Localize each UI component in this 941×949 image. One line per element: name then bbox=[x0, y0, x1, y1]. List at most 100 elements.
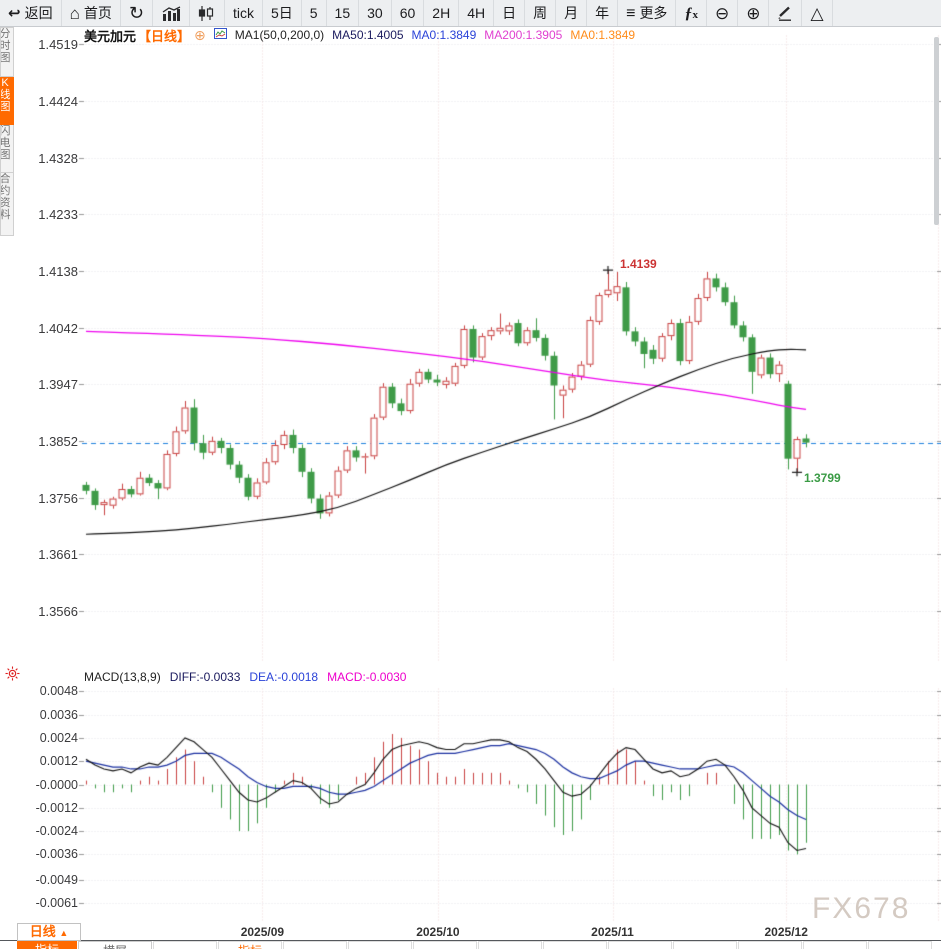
home-button[interactable]: ⌂ 首页 bbox=[62, 0, 121, 26]
zoom-in-button[interactable]: ⊕ bbox=[738, 0, 770, 26]
shapes-button[interactable]: △ bbox=[802, 0, 833, 26]
candlestick-chart-button[interactable] bbox=[190, 0, 225, 26]
indicator-fx-button[interactable]: ƒx bbox=[676, 0, 707, 26]
symbol-name: 美元加元 bbox=[84, 28, 137, 44]
interval-30m-button[interactable]: 30 bbox=[359, 0, 392, 26]
macd-axis-label: 0.0036 bbox=[39, 707, 78, 722]
bottom-tab-12[interactable] bbox=[738, 941, 802, 949]
price-axis-label: 1.3661 bbox=[38, 547, 78, 563]
interval-week-button[interactable]: 周 bbox=[525, 0, 557, 26]
interval-week-button-label: 周 bbox=[533, 5, 548, 21]
macd-header: MACD(13,8,9) DIFF:-0.0033 DEA:-0.0018 MA… bbox=[84, 669, 406, 684]
macd-axis-label: -0.0049 bbox=[35, 872, 78, 887]
interval-15m-button-label: 15 bbox=[334, 5, 351, 21]
more-button[interactable]: ≡ 更多 bbox=[618, 0, 677, 26]
time-axis-label: 2025/09 bbox=[240, 925, 285, 939]
home-button-label: 首页 bbox=[83, 5, 112, 21]
bottom-tab-6[interactable] bbox=[348, 941, 412, 949]
macd-axis-label: -0.0024 bbox=[35, 824, 78, 839]
price-axis-label: 1.3756 bbox=[38, 490, 78, 506]
bottom-tab-5[interactable] bbox=[283, 941, 347, 949]
sidebar-tab-2[interactable]: K线图 bbox=[0, 77, 14, 125]
bottom-tab-8[interactable] bbox=[478, 941, 542, 949]
indicator-settings-icon[interactable] bbox=[5, 666, 20, 686]
price-axis-label: 1.4424 bbox=[38, 93, 78, 109]
zoom-in-icon: ⊕ bbox=[746, 3, 761, 23]
back-button[interactable]: ↩ 返回 bbox=[0, 0, 62, 26]
interval-2h-button-label: 2H bbox=[432, 5, 451, 21]
bottom-tab-11[interactable] bbox=[673, 941, 737, 949]
bottom-tab-10[interactable] bbox=[608, 941, 672, 949]
sidebar-tab-label: 合约资料 bbox=[0, 173, 11, 221]
home-icon: ⌂ bbox=[69, 3, 80, 23]
draw-button[interactable] bbox=[769, 0, 803, 26]
period-selector[interactable]: 日线 ▲ bbox=[17, 923, 81, 941]
interval-tick-button[interactable]: tick bbox=[225, 0, 263, 26]
bottom-tab-row-clipped: 指标横屏指标 bbox=[0, 941, 941, 949]
axis-divider bbox=[0, 940, 941, 941]
interval-4h-button[interactable]: 4H bbox=[459, 0, 495, 26]
period-selector-arrow-icon: ▲ bbox=[59, 928, 69, 938]
scrollbar[interactable] bbox=[934, 37, 939, 225]
macd-axis-label: -0.0012 bbox=[35, 800, 78, 815]
refresh-button[interactable]: ↻ bbox=[121, 0, 153, 26]
interval-5m-button[interactable]: 5 bbox=[302, 0, 327, 26]
back-button-label: 返回 bbox=[24, 5, 53, 21]
bottom-tab-3[interactable] bbox=[153, 941, 217, 949]
ma-settings-label: MA1(50,0,200,0) bbox=[234, 28, 325, 42]
interval-5d-button-label: 5日 bbox=[270, 5, 293, 21]
high-price-annotation: 1.4139 bbox=[620, 257, 657, 271]
mini-chart-icon[interactable] bbox=[213, 28, 227, 42]
interval-60m-button[interactable]: 60 bbox=[392, 0, 425, 26]
sidebar-tab-3[interactable]: 闪电图 bbox=[0, 125, 14, 173]
interval-2h-button[interactable]: 2H bbox=[424, 0, 460, 26]
sidebar-tab-4[interactable]: 合约资料 bbox=[0, 173, 14, 236]
candlestick-icon bbox=[198, 5, 216, 21]
price-axis-label: 1.4328 bbox=[38, 150, 78, 166]
zoom-out-icon: ⊖ bbox=[714, 3, 730, 23]
line-chart-icon bbox=[161, 5, 181, 21]
bottom-tab-9[interactable] bbox=[543, 941, 607, 949]
interval-30m-button-label: 30 bbox=[367, 5, 383, 21]
top-toolbar: ↩ 返回 ⌂ 首页 ↻ tick 5日 5 15 30 60 2H 4H 日周月年 ≡ 更多 ƒx ⊖ ⊕ △ bbox=[0, 0, 941, 27]
bottom-tab-7[interactable] bbox=[413, 941, 477, 949]
chart-header: 美元加元 【日线】 ⊕ MA1(50,0,200,0) MA50:1.4005 … bbox=[84, 26, 636, 44]
time-axis-label: 2025/10 bbox=[416, 925, 460, 939]
price-axis-label: 1.4042 bbox=[38, 320, 78, 336]
macd-axis-label: 0.0012 bbox=[39, 754, 78, 769]
interval-month-button-label: 月 bbox=[564, 5, 579, 21]
macd-params-label: MACD(13,8,9) bbox=[84, 669, 161, 684]
bottom-tab-13[interactable] bbox=[803, 941, 867, 949]
sidebar-tab-1[interactable]: 分时图 bbox=[0, 27, 14, 77]
zoom-out-button[interactable]: ⊖ bbox=[707, 0, 739, 26]
price-axis-label: 1.3852 bbox=[38, 433, 78, 449]
ma200-value: MA200:1.3905 bbox=[484, 28, 563, 42]
interval-year-button-label: 年 bbox=[595, 5, 610, 21]
macd-axis-label: -0.0036 bbox=[35, 847, 78, 862]
interval-day-button-label: 日 bbox=[502, 5, 517, 21]
interval-month-button[interactable]: 月 bbox=[556, 0, 588, 26]
bottom-tab-1[interactable]: 指标 bbox=[17, 941, 77, 949]
dea-value: DEA:-0.0018 bbox=[249, 669, 319, 684]
macd-axis-label: 0.0048 bbox=[39, 684, 78, 699]
bottom-tab-2[interactable]: 横屏 bbox=[78, 941, 152, 949]
interval-5m-button-label: 5 bbox=[309, 5, 318, 21]
chart-type-sidebar: 分时图 K线图闪电图合约资料 bbox=[0, 27, 14, 236]
interval-15m-button[interactable]: 15 bbox=[327, 0, 360, 26]
interval-day-button[interactable]: 日 bbox=[494, 0, 526, 26]
price-axis-label: 1.4138 bbox=[38, 263, 78, 279]
sidebar-tab-label: K线图 bbox=[0, 77, 11, 113]
sidebar-tab-label: 闪电图 bbox=[0, 125, 11, 161]
time-axis-label: 2025/12 bbox=[764, 925, 808, 939]
interval-year-button[interactable]: 年 bbox=[587, 0, 619, 26]
ma0-orange-value: MA0:1.3849 bbox=[570, 28, 636, 42]
bottom-tab-14[interactable] bbox=[868, 941, 932, 949]
interval-5d-button[interactable]: 5日 bbox=[263, 0, 302, 26]
line-chart-button[interactable] bbox=[153, 0, 190, 26]
bottom-tab-4[interactable]: 指标 bbox=[218, 941, 282, 949]
add-indicator-icon[interactable]: ⊕ bbox=[194, 26, 206, 43]
price-axis-label: 1.3566 bbox=[38, 604, 78, 619]
fx678-watermark: FX678 bbox=[812, 892, 911, 925]
